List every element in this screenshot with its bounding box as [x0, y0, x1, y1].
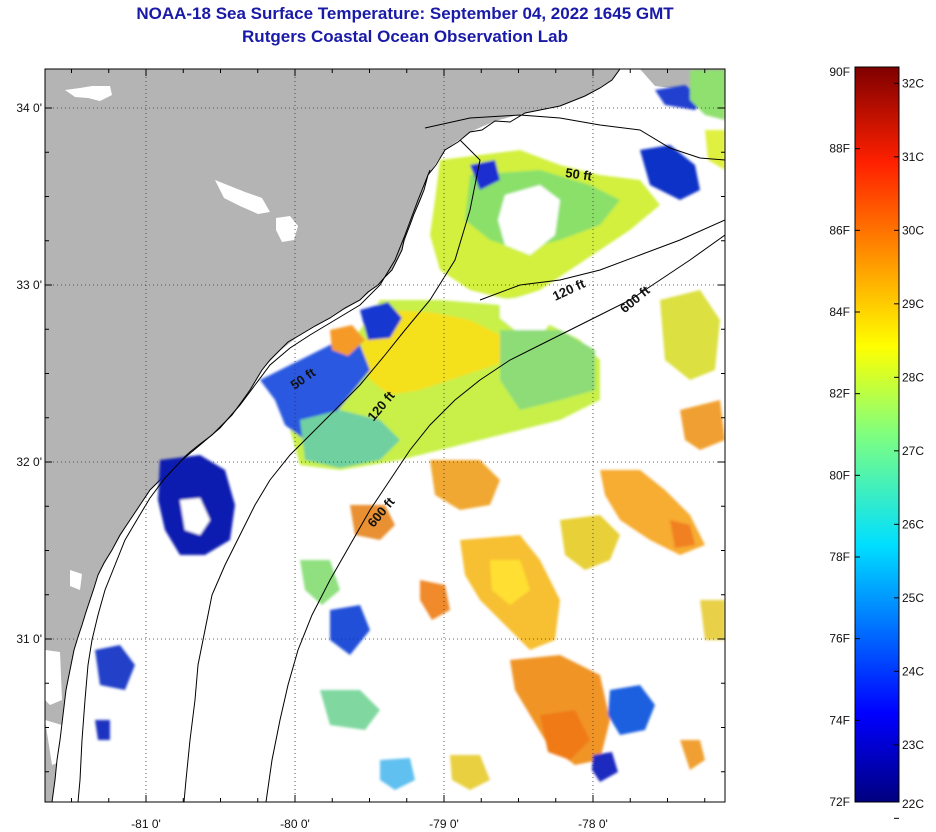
colorbar-label-c: 27C: [902, 444, 924, 458]
colorbar-label-c: 25C: [902, 591, 924, 605]
colorbar-label-f: 82F: [829, 387, 850, 401]
lon-tick-label: -79 0': [429, 817, 459, 831]
isobath-50ft: [424, 114, 725, 161]
lat-tick-label: 33 0': [16, 278, 42, 292]
colorbar-label-f: 88F: [829, 142, 850, 156]
colorbar-label-f: 72F: [829, 795, 850, 809]
lon-tick-label: -78 0': [578, 817, 608, 831]
map-subtitle: Rutgers Coastal Ocean Observation Lab: [242, 27, 568, 46]
graticule: [45, 69, 725, 802]
colorbar-label-f: 84F: [829, 305, 850, 319]
axis-ticks: [45, 69, 725, 802]
lat-tick-label: 32 0': [16, 455, 42, 469]
colorbar-label-f: 90F: [829, 65, 850, 79]
colorbar-label-f: 76F: [829, 632, 850, 646]
colorbar-label-c: 32C: [902, 76, 924, 90]
isobaths: [77, 114, 725, 802]
colorbar-label-c: 24C: [902, 664, 924, 678]
map-frame: [44, 68, 726, 803]
isobath-120ft: [183, 139, 481, 802]
colorbar-label-c: 30C: [902, 223, 924, 237]
colorbar-label-c: 22C: [902, 797, 924, 811]
colorbar-label-f: 80F: [829, 468, 850, 482]
isobath-50ft-south: [77, 169, 431, 802]
colorbar-label-c: 28C: [902, 370, 924, 384]
sst-data: [95, 70, 725, 790]
colorbar-label-c: 23C: [902, 738, 924, 752]
colorbar-labels: 90F 88F 86F 84F 82F 80F 78F 76F 74F 72F 32C 31C 30C 2…: [829, 65, 924, 811]
lat-tick-label: 31 0': [16, 632, 42, 646]
lon-tick-label: -80 0': [280, 817, 310, 831]
colorbar-label-c: 31C: [902, 150, 924, 164]
colorbar-label-f: 78F: [829, 550, 850, 564]
axis-labels: 34 0' 33 0' 32 0' 31 0' -81 0' -80 0' -79 0' -7…: [16, 101, 607, 831]
map-title: NOAA-18 Sea Surface Temperature: Septemb…: [136, 4, 674, 23]
lon-tick-label: -81 0': [131, 817, 161, 831]
land-mass: [45, 69, 620, 802]
isobath-120ft-shelf: [479, 219, 725, 301]
lat-tick-label: 34 0': [16, 101, 42, 115]
colorbar-ticks: [855, 66, 899, 819]
colorbar-label-f: 86F: [829, 223, 850, 237]
isobath-600ft: [265, 234, 725, 802]
colorbar-label-f: 74F: [829, 713, 850, 727]
inland-water: [45, 86, 298, 765]
colorbar-label-c: 26C: [902, 517, 924, 531]
isobath-label: 50 ft: [564, 165, 593, 184]
colorbar: [854, 66, 900, 803]
colorbar-label-c: 29C: [902, 297, 924, 311]
